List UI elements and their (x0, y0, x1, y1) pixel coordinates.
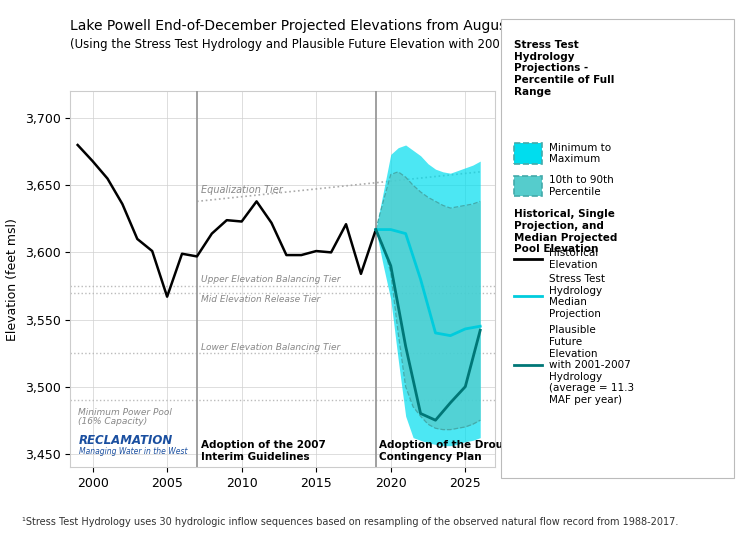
Text: Historical, Single
Projection, and
Median Projected
Pool Elevation: Historical, Single Projection, and Media… (514, 209, 617, 254)
Text: Managing Water in the West: Managing Water in the West (79, 447, 188, 456)
Text: Lake Powell End-of-December Projected Elevations from August 2019 CRSS: Lake Powell End-of-December Projected El… (70, 19, 593, 33)
Text: Adoption of the Drought
Contingency Plan: Adoption of the Drought Contingency Plan (379, 440, 522, 462)
Text: RECLAMATION: RECLAMATION (79, 434, 174, 447)
Text: Minimum to
Maximum: Minimum to Maximum (549, 143, 611, 164)
Text: Stress Test
Hydrology
Projections -
Percentile of Full
Range: Stress Test Hydrology Projections - Perc… (514, 40, 614, 97)
Text: Lower Elevation Balancing Tier: Lower Elevation Balancing Tier (202, 343, 341, 352)
Text: (16% Capacity): (16% Capacity) (78, 417, 147, 426)
Text: ¹Stress Test Hydrology uses 30 hydrologic inflow sequences based on resampling o: ¹Stress Test Hydrology uses 30 hydrologi… (22, 517, 678, 527)
Text: Upper Elevation Balancing Tier: Upper Elevation Balancing Tier (202, 275, 341, 284)
Text: Plausible
Future
Elevation
with 2001-2007
Hydrology
(average = 11.3
MAF per year: Plausible Future Elevation with 2001-200… (549, 325, 634, 405)
Text: Adoption of the 2007
Interim Guidelines: Adoption of the 2007 Interim Guidelines (202, 440, 327, 462)
Text: Minimum Power Pool: Minimum Power Pool (78, 408, 171, 417)
Text: Stress Test
Hydrology
Median
Projection: Stress Test Hydrology Median Projection (549, 274, 605, 319)
Text: Mid Elevation Release Tier: Mid Elevation Release Tier (202, 295, 321, 304)
Y-axis label: Elevation (feet msl): Elevation (feet msl) (6, 218, 19, 340)
Text: (Using the Stress Test Hydrology and Plausible Future Elevation with 2001-2007 H: (Using the Stress Test Hydrology and Pla… (70, 38, 615, 50)
Text: Historical
Elevation: Historical Elevation (549, 248, 599, 270)
Text: Equalization Tier: Equalization Tier (202, 185, 283, 195)
Text: 10th to 90th
Percentile: 10th to 90th Percentile (549, 175, 614, 197)
